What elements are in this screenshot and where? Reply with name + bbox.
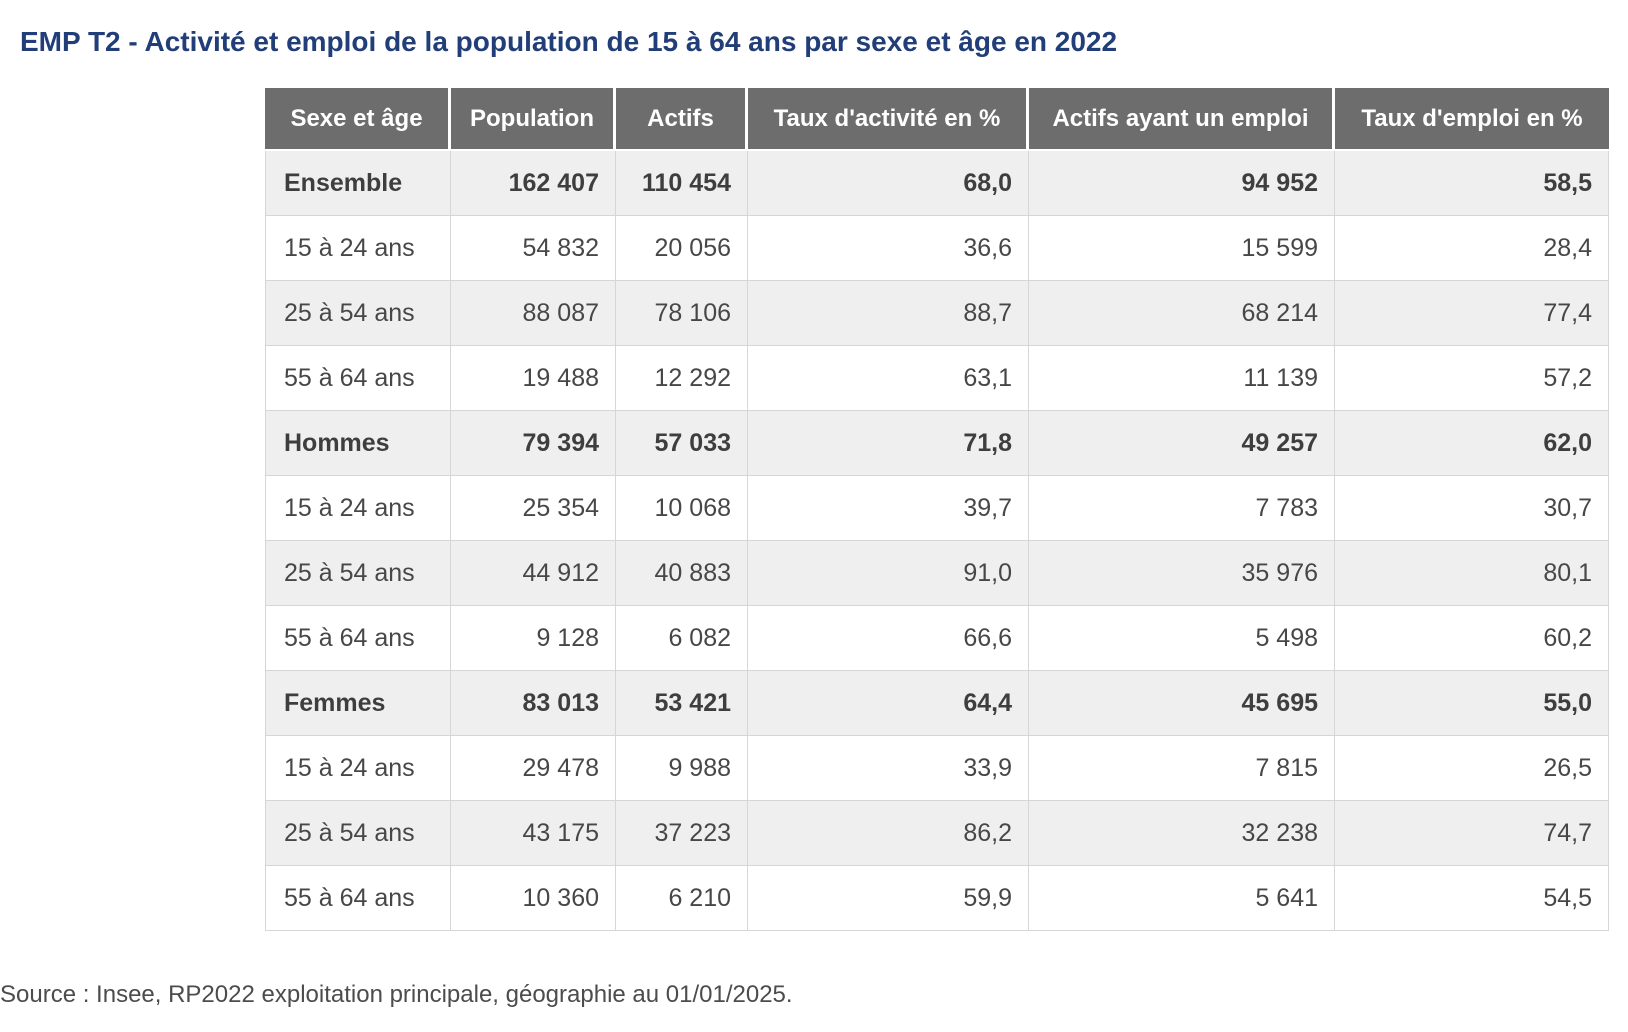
table-cell: 37 223 [616,801,748,866]
table-cell: 54 832 [451,216,616,281]
table-cell: 33,9 [748,736,1029,801]
table-cell: 15 599 [1029,216,1335,281]
table-cell: 40 883 [616,541,748,606]
table-cell: 5 641 [1029,866,1335,931]
table-cell: 43 175 [451,801,616,866]
statistics-table: Sexe et âge Population Actifs Taux d'act… [265,88,1609,931]
table-row: 55 à 64 ans 19 488 12 292 63,1 11 139 57,2 [265,346,1609,411]
row-label: 25 à 54 ans [265,541,451,606]
column-header-taux-emploi: Taux d'emploi en % [1335,88,1609,151]
table-cell: 78 106 [616,281,748,346]
row-label: Hommes [265,411,451,476]
table-row: 15 à 24 ans 29 478 9 988 33,9 7 815 26,5 [265,736,1609,801]
column-header-taux-activite: Taux d'activité en % [748,88,1029,151]
table-cell: 94 952 [1029,151,1335,216]
table-cell: 88,7 [748,281,1029,346]
table-cell: 58,5 [1335,151,1609,216]
table-cell: 9 128 [451,606,616,671]
table-cell: 79 394 [451,411,616,476]
table-row: Hommes 79 394 57 033 71,8 49 257 62,0 [265,411,1609,476]
header-row: Sexe et âge Population Actifs Taux d'act… [265,88,1609,151]
table-row: 55 à 64 ans 10 360 6 210 59,9 5 641 54,5 [265,866,1609,931]
table-cell: 30,7 [1335,476,1609,541]
table-row: Ensemble 162 407 110 454 68,0 94 952 58,5 [265,151,1609,216]
table-cell: 10 068 [616,476,748,541]
table-cell: 20 056 [616,216,748,281]
table-cell: 25 354 [451,476,616,541]
table-cell: 57 033 [616,411,748,476]
row-label: 25 à 54 ans [265,281,451,346]
table-cell: 59,9 [748,866,1029,931]
table-cell: 71,8 [748,411,1029,476]
table-cell: 91,0 [748,541,1029,606]
table-row: 55 à 64 ans 9 128 6 082 66,6 5 498 60,2 [265,606,1609,671]
column-header-actifs: Actifs [616,88,748,151]
table-cell: 53 421 [616,671,748,736]
table-cell: 66,6 [748,606,1029,671]
column-header-actifs-emploi: Actifs ayant un emploi [1029,88,1335,151]
row-label: 15 à 24 ans [265,736,451,801]
table-cell: 86,2 [748,801,1029,866]
table-cell: 12 292 [616,346,748,411]
table-cell: 54,5 [1335,866,1609,931]
table-cell: 7 783 [1029,476,1335,541]
source-note: Source : Insee, RP2022 exploitation prin… [0,981,793,1008]
table-cell: 9 988 [616,736,748,801]
table-cell: 110 454 [616,151,748,216]
table-cell: 32 238 [1029,801,1335,866]
table-cell: 44 912 [451,541,616,606]
table-cell: 88 087 [451,281,616,346]
column-header-sexe-age: Sexe et âge [265,88,451,151]
table-cell: 7 815 [1029,736,1335,801]
table-cell: 68,0 [748,151,1029,216]
row-label: 15 à 24 ans [265,216,451,281]
table-cell: 64,4 [748,671,1029,736]
table-row: 15 à 24 ans 25 354 10 068 39,7 7 783 30,7 [265,476,1609,541]
table-cell: 36,6 [748,216,1029,281]
table-cell: 39,7 [748,476,1029,541]
table-cell: 162 407 [451,151,616,216]
table-cell: 83 013 [451,671,616,736]
row-label: Femmes [265,671,451,736]
table-cell: 74,7 [1335,801,1609,866]
table-row: 25 à 54 ans 43 175 37 223 86,2 32 238 74,7 [265,801,1609,866]
table-cell: 45 695 [1029,671,1335,736]
table-cell: 77,4 [1335,281,1609,346]
table-cell: 6 210 [616,866,748,931]
table-cell: 62,0 [1335,411,1609,476]
table-row: 15 à 24 ans 54 832 20 056 36,6 15 599 28,4 [265,216,1609,281]
table-cell: 10 360 [451,866,616,931]
column-header-population: Population [451,88,616,151]
table-cell: 57,2 [1335,346,1609,411]
row-label: 25 à 54 ans [265,801,451,866]
table-row: Femmes 83 013 53 421 64,4 45 695 55,0 [265,671,1609,736]
table-cell: 11 139 [1029,346,1335,411]
row-label: 15 à 24 ans [265,476,451,541]
table-cell: 80,1 [1335,541,1609,606]
table-row: 25 à 54 ans 88 087 78 106 88,7 68 214 77,4 [265,281,1609,346]
table-cell: 29 478 [451,736,616,801]
table-cell: 49 257 [1029,411,1335,476]
table-cell: 55,0 [1335,671,1609,736]
row-label: 55 à 64 ans [265,606,451,671]
table-cell: 60,2 [1335,606,1609,671]
table-cell: 35 976 [1029,541,1335,606]
page-title: EMP T2 - Activité et emploi de la popula… [20,26,1118,57]
row-label: 55 à 64 ans [265,346,451,411]
table-body: Ensemble 162 407 110 454 68,0 94 952 58,5 15 à… [265,151,1609,931]
table-cell: 5 498 [1029,606,1335,671]
table-row: 25 à 54 ans 44 912 40 883 91,0 35 976 80,1 [265,541,1609,606]
table-cell: 68 214 [1029,281,1335,346]
table-cell: 28,4 [1335,216,1609,281]
table-cell: 63,1 [748,346,1029,411]
table-cell: 19 488 [451,346,616,411]
row-label: 55 à 64 ans [265,866,451,931]
table-cell: 6 082 [616,606,748,671]
table-cell: 26,5 [1335,736,1609,801]
row-label: Ensemble [265,151,451,216]
table-header: Sexe et âge Population Actifs Taux d'act… [265,88,1609,151]
